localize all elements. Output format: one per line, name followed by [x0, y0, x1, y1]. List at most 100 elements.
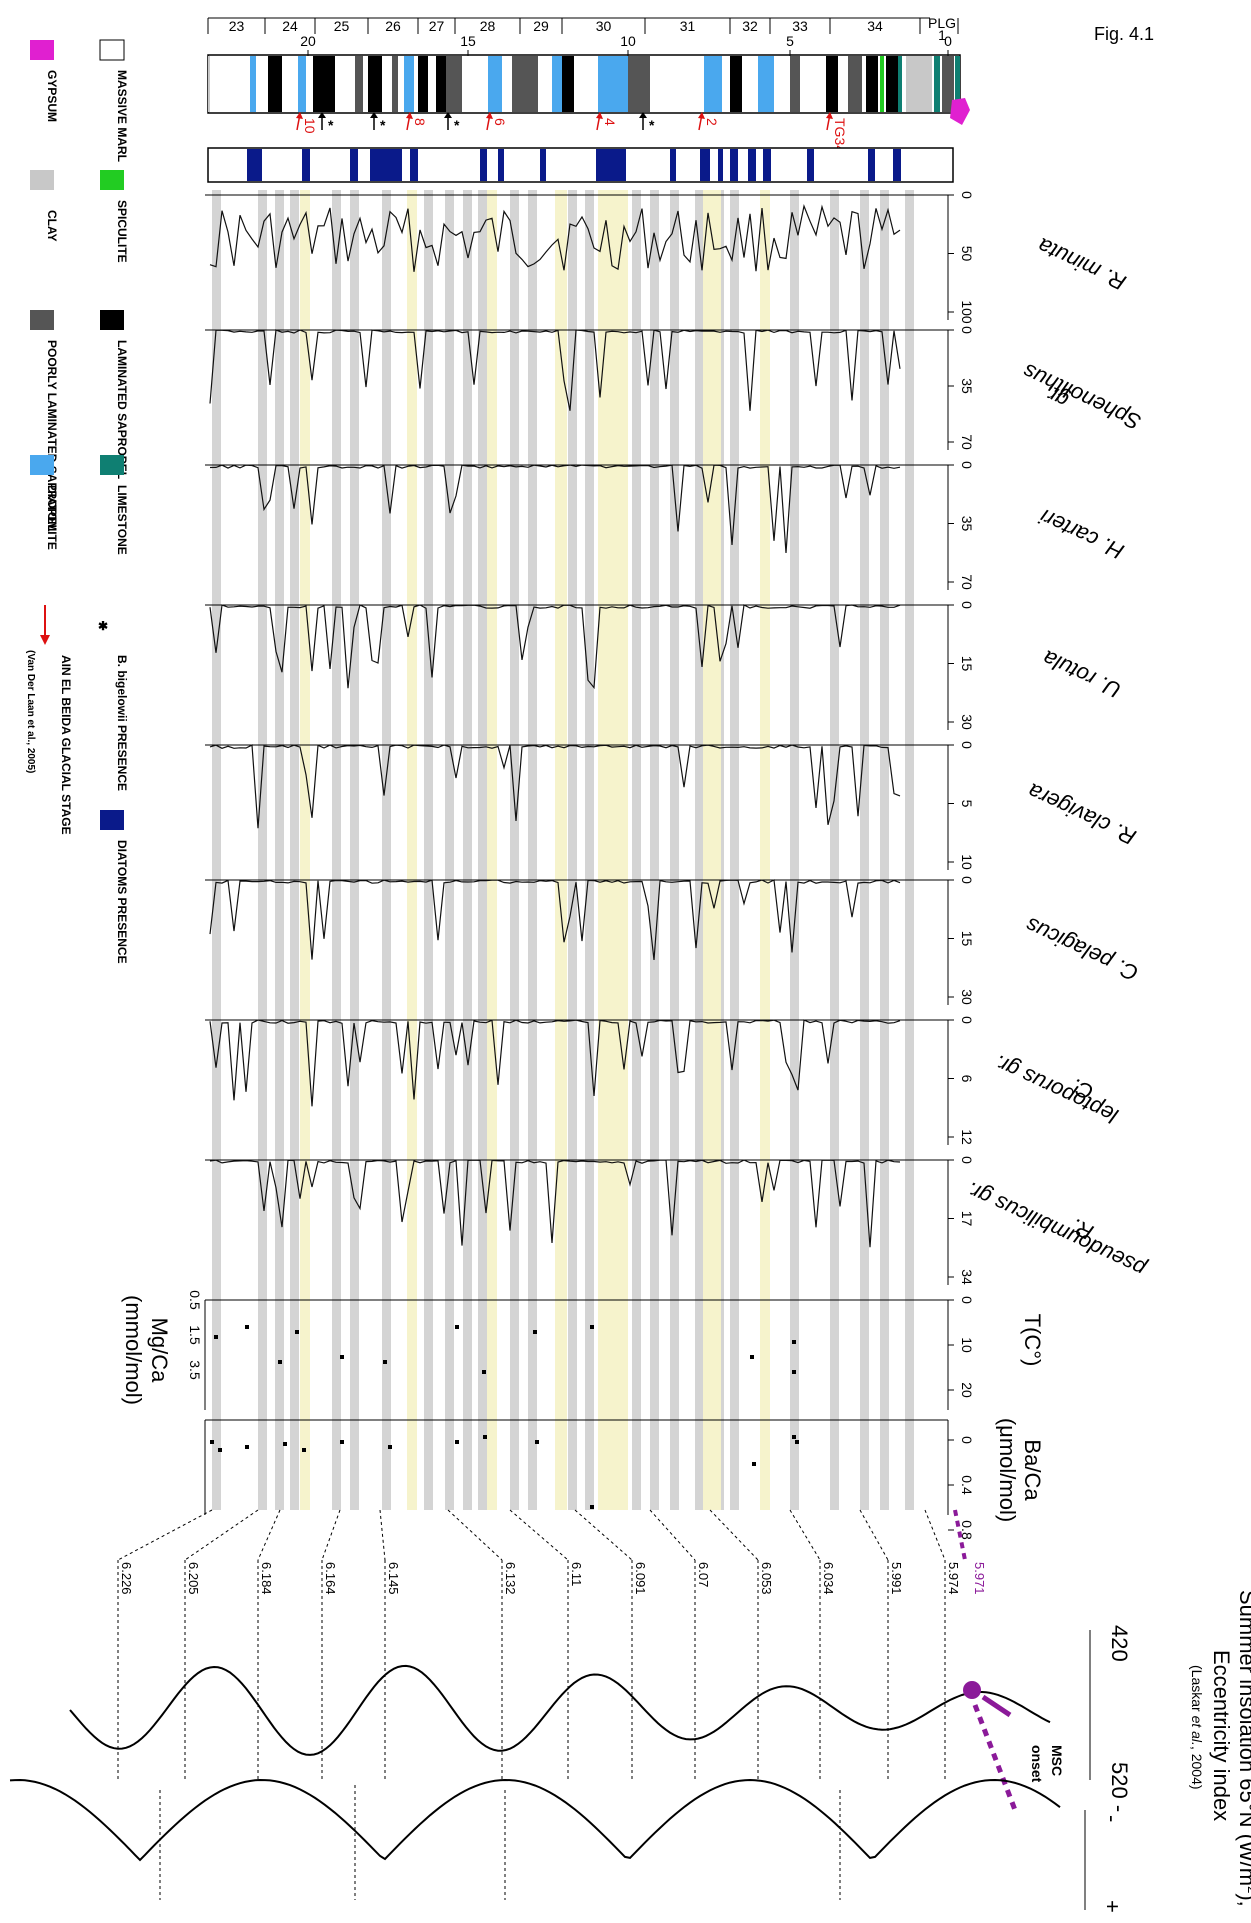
gray-band: [730, 190, 739, 1510]
panel-title: pseudoumbilicus gr.: [962, 1177, 1150, 1282]
temp-point: [792, 1370, 796, 1374]
diatom-presence-block: [807, 149, 814, 181]
lithology-layer: [906, 56, 932, 112]
lithology-layer: [934, 56, 940, 112]
panel-tick-label: 15: [959, 931, 975, 947]
gray-band: [290, 190, 299, 1510]
yellow-band: [300, 190, 310, 1510]
gray-band: [382, 190, 391, 1510]
lithology-column: [207, 54, 970, 125]
diatom-presence-block: [718, 149, 723, 181]
temp-point: [750, 1355, 754, 1359]
panel-tick-label: 35: [959, 516, 975, 532]
temp-point: [214, 1335, 218, 1339]
age-label: 6.205: [186, 1562, 201, 1595]
yellow-band: [703, 190, 721, 1510]
temp-tick-label: 20: [959, 1382, 975, 1398]
figure-label: Fig. 4.1: [1094, 24, 1155, 44]
lithology-layer: [512, 56, 538, 112]
lithology-layer: [368, 56, 382, 112]
diatom-presence-block: [868, 149, 875, 181]
diatom-presence-block: [730, 149, 738, 181]
lithology-layer: [436, 56, 446, 112]
sample-marks: 20 15 10 5 0: [300, 33, 952, 56]
eccentricity-curve: -+: [9, 1778, 1125, 1913]
panel-tick-label: 0: [959, 191, 975, 199]
diatom-presence-block: [763, 149, 771, 181]
temp-point: [340, 1355, 344, 1359]
panel-tick-label: 100: [959, 300, 975, 324]
gray-band: [585, 190, 594, 1510]
red-arrow-head: [826, 112, 833, 119]
legend-swatch: [100, 170, 124, 190]
legend: GYPSUM MASSIVE MARL CLAY SPICULITE POORLY LA…: [25, 39, 129, 964]
legend-label: GYPSUM: [45, 70, 59, 122]
age-tie-line: [447, 1509, 503, 1561]
gray-band: [790, 190, 799, 1510]
legend-swatch: [100, 455, 124, 475]
legend-label: POORLY LAMINATED SAPROPEL: [45, 340, 59, 532]
lithology-layer: [942, 56, 954, 112]
panel-tick-label: 30: [959, 714, 975, 730]
legend-swatch: [100, 810, 124, 830]
legend-label: CLAY: [45, 210, 59, 242]
baca-point: [302, 1448, 306, 1452]
legend-swatch: [100, 310, 124, 330]
temp-point: [455, 1325, 459, 1329]
gray-band: [350, 190, 359, 1510]
panel-data-line: [209, 1159, 901, 1248]
temp-tick-label: 0: [959, 1296, 975, 1304]
gray-band: [860, 190, 869, 1510]
insolation-title-line2: Eccentricity index: [1209, 1650, 1234, 1821]
insolation-title-line1: Summer insolation 65°N (W/m2),: [1235, 1590, 1251, 1907]
temp-point: [383, 1360, 387, 1364]
temp-point: [792, 1340, 796, 1344]
red-arrow-head: [486, 112, 493, 119]
lithology-layer: [392, 56, 398, 112]
baca-point: [535, 1440, 539, 1444]
age-tie-line: [574, 1509, 633, 1561]
panel-data-line: [209, 464, 901, 553]
panel-tick-label: 0: [959, 461, 975, 469]
temp-label: T(C°): [1020, 1314, 1045, 1367]
age-tie-line: [257, 1509, 281, 1561]
tg-label: 2: [704, 118, 720, 126]
temp-point: [590, 1325, 594, 1329]
baca-point: [590, 1505, 594, 1509]
tg-label: 4: [602, 118, 618, 126]
panel-u-rotula: 0 15 30 U. rotula: [205, 601, 1125, 730]
msc-label: MSC: [1049, 1745, 1065, 1776]
lithology-layer: [598, 56, 628, 112]
lithology-layer: [208, 56, 210, 112]
msc-onset-dot: [963, 1681, 981, 1699]
temp-point: [245, 1325, 249, 1329]
temp-point: [533, 1330, 537, 1334]
lithology-layer: [826, 56, 838, 112]
baca-point: [218, 1448, 222, 1452]
diatom-presence-block: [596, 149, 626, 181]
gray-band: [463, 190, 472, 1510]
age-tie-line: [859, 1509, 889, 1561]
baca-point: [792, 1435, 796, 1439]
age-label: 6.07: [696, 1562, 711, 1587]
yellow-band: [598, 190, 628, 1510]
panel-data-line: [209, 204, 901, 272]
lithology-layer: [418, 56, 428, 112]
lithology-layer: [250, 56, 256, 112]
age-label: 6.184: [259, 1562, 274, 1595]
black-arrow-head: [639, 112, 647, 118]
panel-title: leptoporus gr.: [990, 1050, 1122, 1129]
gray-band: [445, 190, 454, 1510]
onset-label: onset: [1029, 1745, 1045, 1783]
lithology-layer: [730, 56, 742, 112]
geochem-panels: 0 10 20 0.5 1.5 3.5 T(C°) Mg/Ca(mmol/mol) 0 0.4 0.…: [121, 1290, 1045, 1540]
age-tie-line: [321, 1509, 341, 1561]
legend-swatch-asterisk: ✱: [98, 619, 108, 633]
cycle-label: 32: [742, 18, 758, 34]
sample-mark-label: 5: [786, 33, 794, 49]
age-tie-line: [924, 1509, 946, 1561]
diatom-presence-block: [748, 149, 756, 181]
gray-band: [528, 190, 537, 1510]
cycle-label: 27: [429, 18, 445, 34]
